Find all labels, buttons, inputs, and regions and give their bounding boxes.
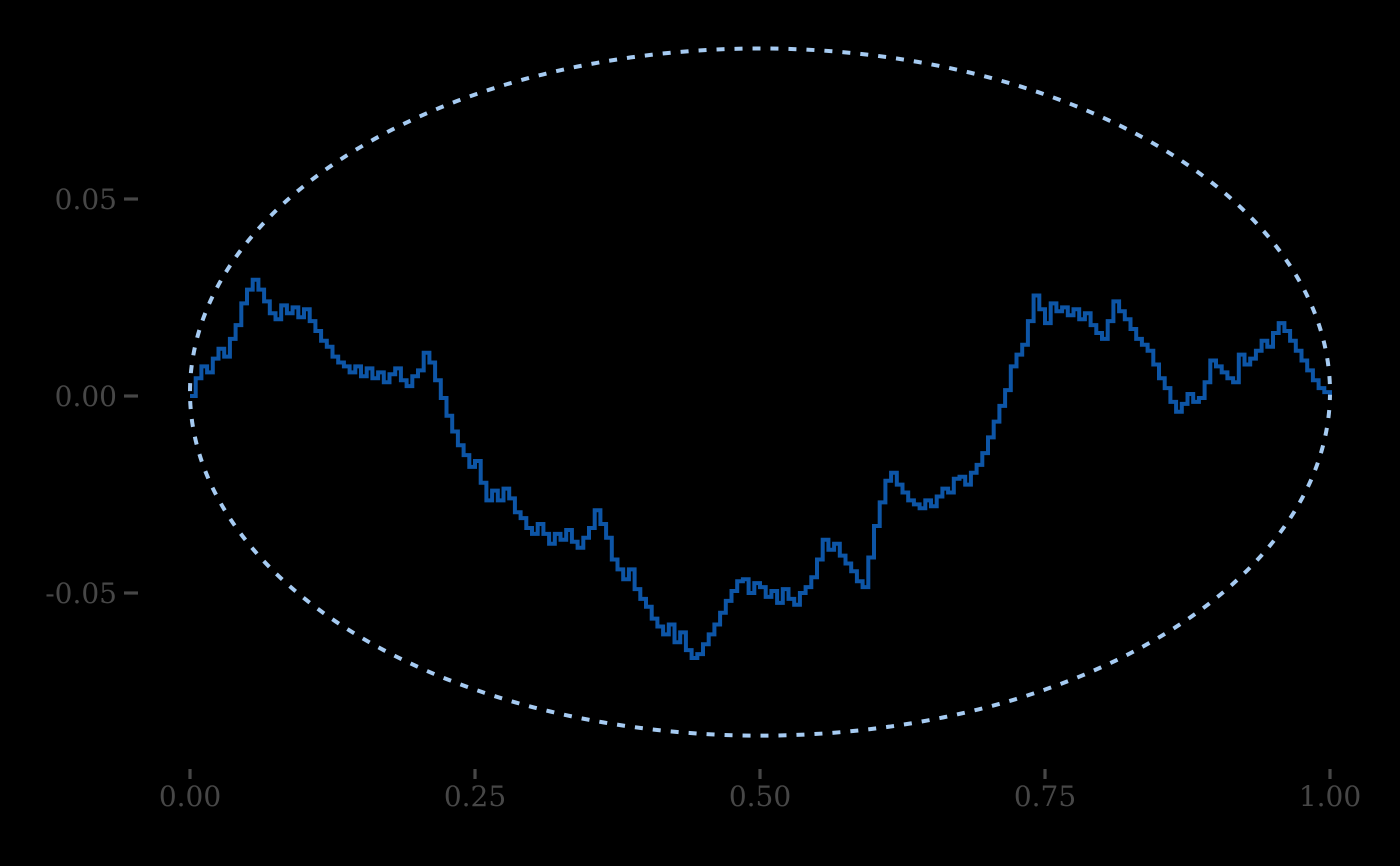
confidence-envelope-curve [188, 46, 1332, 738]
x-axis: 0.00 0.25 0.50 0.75 1.00 [159, 769, 1361, 813]
x-tick-label: 0.50 [729, 780, 791, 813]
y-tick-label: 0.00 [55, 380, 117, 413]
y-axis: 0.05 0.00 -0.05 [45, 183, 138, 610]
x-tick-label: 0.75 [1014, 780, 1076, 813]
bridge-walk-line [190, 277, 1332, 660]
x-tick-label: 1.00 [1299, 780, 1361, 813]
x-tick-label: 0.00 [159, 780, 221, 813]
y-tick-label: 0.05 [55, 183, 117, 216]
x-tick-label: 0.25 [444, 780, 506, 813]
y-tick-label: -0.05 [45, 577, 117, 610]
